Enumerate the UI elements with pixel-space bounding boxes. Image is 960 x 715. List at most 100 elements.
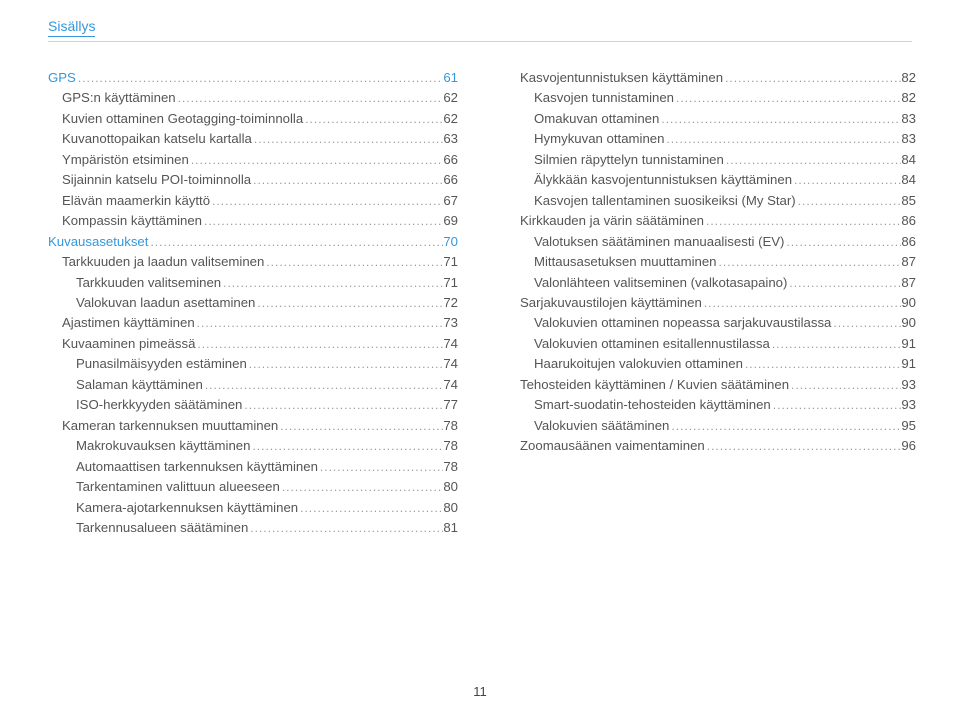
toc-entry-page: 87: [901, 273, 916, 293]
toc-entry[interactable]: Kuvien ottaminen Geotagging-toiminnolla …: [62, 109, 458, 129]
toc-entry[interactable]: Tarkennusalueen säätäminen 81: [76, 518, 458, 538]
toc-entry-label: Tehosteiden käyttäminen / Kuvien säätämi…: [520, 375, 789, 395]
toc-entry-label: GPS: [48, 68, 76, 88]
toc-leader-dots: [242, 396, 443, 415]
toc-entry[interactable]: Haarukoitujen valokuvien ottaminen 91: [534, 354, 916, 374]
toc-entry-page: 67: [443, 191, 458, 211]
toc-entry[interactable]: GPS 61: [48, 68, 458, 88]
toc-leader-dots: [743, 355, 901, 374]
toc-entry-label: Punasilmäisyyden estäminen: [76, 354, 247, 374]
toc-entry-page: 91: [901, 334, 916, 354]
toc-entry-page: 78: [443, 457, 458, 477]
toc-entry[interactable]: Kirkkauden ja värin säätäminen 86: [520, 211, 916, 231]
page-number: 11: [0, 684, 960, 699]
toc-entry[interactable]: Tehosteiden käyttäminen / Kuvien säätämi…: [520, 375, 916, 395]
toc-leader-dots: [221, 274, 443, 293]
toc-entry[interactable]: Ympäristön etsiminen 66: [62, 150, 458, 170]
toc-entry[interactable]: Zoomausäänen vaimentaminen 96: [520, 436, 916, 456]
toc-leader-dots: [717, 253, 902, 272]
toc-entry-label: Kasvojen tunnistaminen: [534, 88, 674, 108]
toc-leader-dots: [148, 233, 443, 252]
toc-leader-dots: [724, 151, 901, 170]
toc-entry[interactable]: ISO-herkkyyden säätäminen 77: [76, 395, 458, 415]
toc-entry[interactable]: Kuvausasetukset 70: [48, 232, 458, 252]
toc-leader-dots: [264, 253, 443, 272]
toc-leader-dots: [252, 130, 443, 149]
toc-entry[interactable]: Punasilmäisyyden estäminen 74: [76, 354, 458, 374]
toc-entry-page: 72: [443, 293, 458, 313]
toc-entry[interactable]: Automaattisen tarkennuksen käyttäminen 7…: [76, 457, 458, 477]
toc-entry[interactable]: Valokuvien ottaminen esitallennustilassa…: [534, 334, 916, 354]
toc-entry-page: 80: [443, 498, 458, 518]
toc-leader-dots: [723, 69, 901, 88]
toc-entry[interactable]: Kasvojentunnistuksen käyttäminen 82: [520, 68, 916, 88]
toc-entry[interactable]: Kameran tarkennuksen muuttaminen 78: [62, 416, 458, 436]
toc-entry[interactable]: Silmien räpyttelyn tunnistaminen 84: [534, 150, 916, 170]
toc-entry-page: 84: [901, 150, 916, 170]
toc-entry-label: Tarkkuuden valitseminen: [76, 273, 221, 293]
toc-leader-dots: [704, 212, 901, 231]
toc-entry[interactable]: Valotuksen säätäminen manuaalisesti (EV)…: [534, 232, 916, 252]
toc-entry-page: 78: [443, 436, 458, 456]
toc-entry-label: Kompassin käyttäminen: [62, 211, 202, 231]
toc-entry[interactable]: Omakuvan ottaminen 83: [534, 109, 916, 129]
toc-entry[interactable]: Tarkkuuden valitseminen 71: [76, 273, 458, 293]
toc-entry[interactable]: Sarjakuvaustilojen käyttäminen 90: [520, 293, 916, 313]
toc-leader-dots: [318, 458, 443, 477]
toc-entry-label: Valokuvien säätäminen: [534, 416, 669, 436]
toc-entry-page: 74: [443, 354, 458, 374]
toc-leader-dots: [702, 294, 902, 313]
toc-entry[interactable]: Ajastimen käyttäminen 73: [62, 313, 458, 333]
toc-entry-page: 83: [901, 109, 916, 129]
toc-entry-page: 95: [901, 416, 916, 436]
toc-entry[interactable]: Tarkkuuden ja laadun valitseminen 71: [62, 252, 458, 272]
toc-entry-label: Haarukoitujen valokuvien ottaminen: [534, 354, 743, 374]
toc-leader-dots: [202, 212, 443, 231]
toc-leader-dots: [176, 89, 444, 108]
rule: [48, 41, 912, 42]
toc-entry-label: Tarkentaminen valittuun alueeseen: [76, 477, 280, 497]
toc-entry-page: 69: [443, 211, 458, 231]
toc-entry[interactable]: Mittausasetuksen muuttaminen 87: [534, 252, 916, 272]
toc-entry-page: 61: [443, 68, 458, 88]
toc-entry[interactable]: Valokuvien säätäminen 95: [534, 416, 916, 436]
toc-entry-page: 93: [901, 375, 916, 395]
toc-entry[interactable]: Valokuvien ottaminen nopeassa sarjakuvau…: [534, 313, 916, 333]
toc-leader-dots: [280, 478, 444, 497]
toc-entry-page: 74: [443, 375, 458, 395]
toc-entry[interactable]: Kasvojen tallentaminen suosikeiksi (My S…: [534, 191, 916, 211]
toc-leader-dots: [771, 396, 902, 415]
toc-entry[interactable]: GPS:n käyttäminen 62: [62, 88, 458, 108]
toc-entry[interactable]: Salaman käyttäminen 74: [76, 375, 458, 395]
toc-leader-dots: [674, 89, 901, 108]
toc-entry[interactable]: Kuvaaminen pimeässä 74: [62, 334, 458, 354]
toc-entry-page: 86: [901, 211, 916, 231]
toc-entry[interactable]: Kamera-ajotarkennuksen käyttäminen 80: [76, 498, 458, 518]
toc-entry-label: Kameran tarkennuksen muuttaminen: [62, 416, 278, 436]
toc-leader-dots: [247, 355, 444, 374]
toc-leader-dots: [76, 69, 443, 88]
toc-page: Sisällys GPS 61GPS:n käyttäminen 62Kuvie…: [0, 0, 960, 715]
toc-entry-label: Valokuvien ottaminen esitallennustilassa: [534, 334, 770, 354]
toc-entry-page: 82: [901, 68, 916, 88]
toc-entry[interactable]: Tarkentaminen valittuun alueeseen 80: [76, 477, 458, 497]
toc-leader-dots: [195, 335, 443, 354]
toc-entry[interactable]: Älykkään kasvojentunnistuksen käyttämine…: [534, 170, 916, 190]
toc-entry[interactable]: Smart-suodatin-tehosteiden käyttäminen 9…: [534, 395, 916, 415]
toc-leader-dots: [195, 314, 444, 333]
toc-entry[interactable]: Elävän maamerkin käyttö 67: [62, 191, 458, 211]
toc-entry-page: 66: [443, 150, 458, 170]
toc-entry-page: 80: [443, 477, 458, 497]
toc-entry[interactable]: Sijainnin katselu POI-toiminnolla 66: [62, 170, 458, 190]
toc-entry[interactable]: Hymykuvan ottaminen 83: [534, 129, 916, 149]
toc-entry[interactable]: Kompassin käyttäminen 69: [62, 211, 458, 231]
toc-entry[interactable]: Kuvanottopaikan katselu kartalla 63: [62, 129, 458, 149]
toc-entry[interactable]: Makrokuvauksen käyttäminen 78: [76, 436, 458, 456]
toc-entry[interactable]: Kasvojen tunnistaminen 82: [534, 88, 916, 108]
toc-leader-dots: [251, 171, 443, 190]
toc-leader-dots: [189, 151, 444, 170]
toc-entry[interactable]: Valonlähteen valitseminen (valkotasapain…: [534, 273, 916, 293]
toc-entry-page: 81: [443, 518, 458, 538]
toc-entry-label: Valonlähteen valitseminen (valkotasapain…: [534, 273, 787, 293]
toc-entry[interactable]: Valokuvan laadun asettaminen 72: [76, 293, 458, 313]
